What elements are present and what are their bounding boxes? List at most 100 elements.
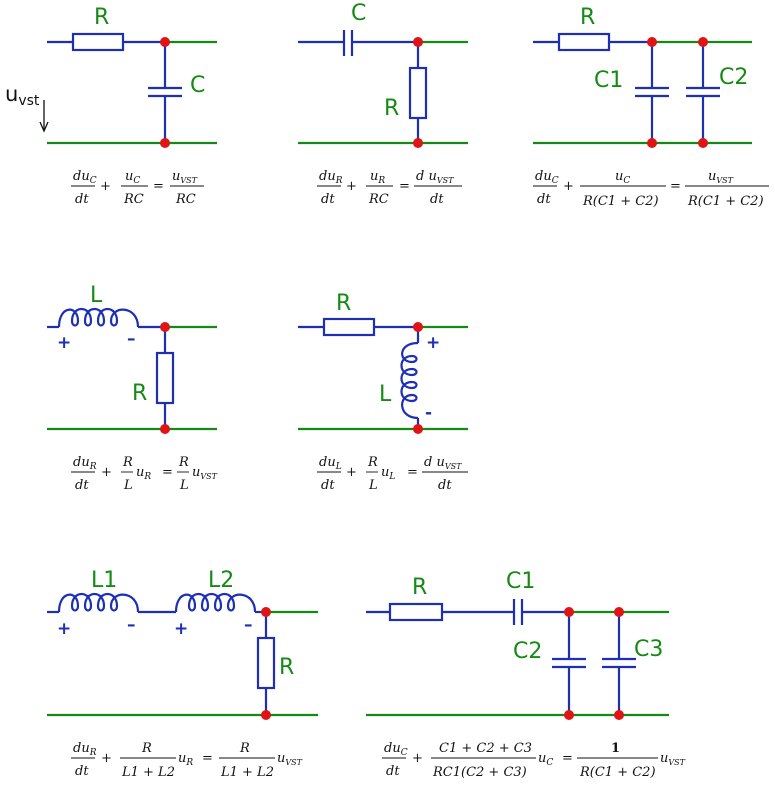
capacitor-label: C3	[634, 637, 663, 662]
eq-operator: =	[153, 179, 164, 194]
eq-term: RC	[368, 192, 389, 207]
eq-term: RC	[175, 192, 196, 207]
polarity-plus: +	[174, 619, 188, 639]
eq-term: duC	[384, 741, 408, 758]
node-dot	[160, 322, 170, 332]
eq-operator: =	[670, 179, 681, 194]
eq-term: dt	[321, 478, 335, 493]
eq-term: C1 + C2 + C3	[439, 741, 532, 756]
eq-term: duC	[73, 169, 97, 186]
node-dot	[698, 37, 708, 47]
node-dot	[698, 138, 708, 148]
equation-rc-lowpass: duC dt + uC RC = uVST RC	[71, 169, 204, 207]
resistor	[388, 602, 444, 622]
node-dot	[160, 424, 170, 434]
eq-operator: +	[412, 751, 423, 766]
polarity-plus: +	[426, 333, 440, 353]
node-dot	[413, 37, 423, 47]
eq-term: uVST	[277, 751, 303, 767]
eq-term: duR	[319, 169, 343, 186]
inductor-coil	[57, 307, 140, 328]
eq-term: dt	[430, 192, 444, 207]
resistor-label: R	[132, 381, 147, 406]
circuit-rc-parallel: R C1 C2 duC dt + uC R(C1 + C2) = uVST R(…	[533, 5, 769, 209]
eq-term: duR	[73, 741, 97, 758]
eq-term: uL	[381, 465, 395, 482]
capacitor-label: C1	[506, 569, 535, 594]
inductor-coil	[400, 341, 419, 420]
resistor	[71, 32, 125, 52]
polarity-plus: +	[57, 619, 71, 639]
eq-term: uVST	[192, 465, 218, 481]
node-dot	[647, 37, 657, 47]
capacitor-label: C	[351, 1, 366, 26]
input-voltage-label: uvst	[5, 82, 40, 109]
resistor-label: R	[94, 5, 109, 30]
node-dot	[564, 710, 574, 720]
polarity-minus: –	[127, 615, 136, 635]
circuit-cr-highpass: C R duR dt + uR RC = d uVST dt	[298, 1, 468, 207]
inductor-coil	[57, 592, 140, 613]
eq-operator: +	[100, 179, 111, 194]
eq-term: d uVST	[424, 455, 462, 471]
node-dot	[647, 138, 657, 148]
polarity-minus: –	[244, 615, 253, 635]
eq-term: R	[367, 455, 378, 470]
eq-term: L	[368, 478, 378, 493]
resistor-label: R	[580, 5, 595, 30]
node-dot	[160, 138, 170, 148]
eq-term: dt	[438, 478, 452, 493]
resistor	[557, 32, 611, 52]
inductor-label: L	[90, 283, 103, 308]
eq-term: duL	[319, 455, 342, 472]
eq-term: dt	[75, 192, 89, 207]
node-dot	[614, 710, 624, 720]
eq-term: L	[123, 478, 133, 493]
inductor-coil	[174, 592, 257, 613]
eq-operator: =	[562, 751, 573, 766]
equation-r-c1-c2-c3: duC dt + C1 + C2 + C3 RC1(C2 + C3) uC = …	[382, 741, 686, 780]
resistor	[408, 66, 428, 120]
resistor	[256, 636, 276, 690]
polarity-minus: -	[425, 403, 432, 423]
eq-term: R(C1 + C2)	[579, 765, 656, 780]
capacitor-label: C2	[513, 639, 542, 664]
node-dot	[261, 607, 271, 617]
eq-term: duR	[73, 455, 97, 472]
equation-rc-parallel: duC dt + uC R(C1 + C2) = uVST R(C1 + C2)	[533, 169, 769, 209]
resistor	[322, 317, 376, 337]
eq-term: dt	[321, 192, 335, 207]
equation-l1-l2-r: duR dt + R L1 + L2 uR = R L1 + L2 uVST	[71, 741, 303, 780]
eq-term: 1	[611, 741, 620, 756]
capacitor-label: C1	[594, 68, 623, 93]
eq-term: R(C1 + C2)	[687, 194, 764, 209]
eq-term: R	[178, 455, 189, 470]
eq-term: RC1(C2 + C3)	[432, 765, 527, 780]
eq-term: R	[141, 741, 152, 756]
eq-term: uC	[615, 169, 630, 186]
eq-term: uR	[136, 465, 151, 482]
eq-term: uVST	[708, 169, 734, 185]
eq-term: dt	[386, 764, 400, 779]
eq-term: R	[239, 741, 250, 756]
eq-term: dt	[75, 764, 89, 779]
equation-cr-highpass: duR dt + uR RC = d uVST dt	[317, 169, 462, 207]
eq-operator: =	[407, 465, 418, 480]
polarity-minus: –	[127, 329, 136, 349]
eq-term: uC	[125, 169, 140, 186]
eq-term: uVST	[172, 169, 198, 185]
resistor	[155, 351, 175, 405]
eq-operator: =	[162, 465, 173, 480]
node-dot	[413, 322, 423, 332]
eq-term: uVST	[660, 751, 686, 767]
eq-operator: +	[346, 179, 357, 194]
eq-term: uC	[538, 751, 553, 768]
inductor-label: L2	[208, 568, 234, 593]
eq-operator: =	[202, 751, 213, 766]
node-dot	[614, 607, 624, 617]
eq-term: L	[179, 478, 189, 493]
eq-term: d uVST	[416, 169, 454, 185]
circuit-l1-l2-r: L1 L2 R + – + – duR dt + R L1 + L2 uR = …	[47, 568, 318, 780]
capacitor-label: C	[190, 73, 205, 98]
node-dot	[160, 37, 170, 47]
